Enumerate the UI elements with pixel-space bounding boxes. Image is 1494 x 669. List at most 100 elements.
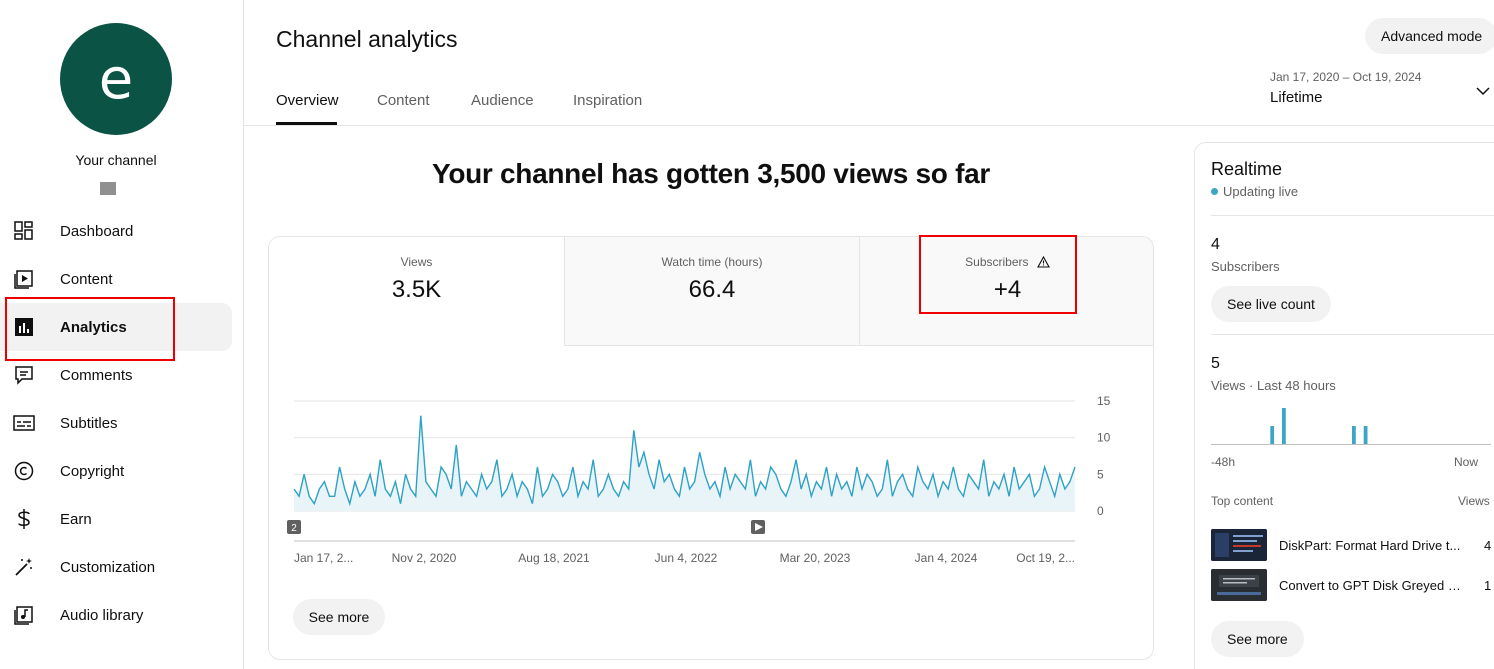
y-tick-label: 10 (1097, 431, 1111, 445)
metric-label: Subscribers (860, 255, 1153, 271)
avatar-letter: e (98, 46, 134, 112)
sidebar-item-label: Comments (60, 366, 133, 384)
realtime-views-label: Views · Last 48 hours (1211, 378, 1336, 393)
sidebar-item-dashboard[interactable]: Dashboard (0, 207, 232, 255)
tab-inspiration[interactable]: Inspiration (573, 92, 643, 109)
metric-label: Watch time (hours) (661, 255, 763, 269)
play-icon (755, 523, 763, 531)
sidebar-item-subtitles[interactable]: Subtitles (0, 399, 232, 447)
realtime-card: Realtime Updating live 4 Subscribers See… (1194, 142, 1494, 669)
top-content-label: Top content (1211, 494, 1274, 508)
active-tab-indicator (276, 122, 337, 125)
realtime-title: Realtime (1211, 159, 1283, 179)
updating-live-indicator: Updating live (1211, 184, 1298, 199)
sidebar-item-label: Earn (60, 510, 92, 528)
page-title: Channel analytics (276, 26, 458, 52)
realtime-subscribers-label: Subscribers (1211, 259, 1280, 274)
sidebar-item-earn[interactable]: Earn (0, 495, 232, 543)
tab-audience[interactable]: Audience (471, 92, 534, 109)
sidebar-item-analytics[interactable]: Analytics (0, 303, 232, 351)
earn-icon (13, 508, 35, 530)
video-views: 1 (1484, 578, 1492, 593)
divider (1211, 334, 1494, 335)
realtime-bar (1282, 408, 1286, 444)
sidebar-item-content[interactable]: Content (0, 255, 232, 303)
x-tick-label: Aug 18, 2021 (518, 551, 590, 565)
y-tick-label: 15 (1097, 394, 1111, 408)
video-thumbnail (1211, 529, 1267, 561)
customization-icon (13, 556, 35, 578)
views-headline: Your channel has gotten 3,500 views so f… (432, 158, 990, 189)
metric-value: +4 (993, 276, 1022, 303)
metric-label: Views (400, 255, 433, 269)
overview-card: Views 3.5K Watch time (hours) 66.4 Subsc… (268, 236, 1154, 660)
top-content-row[interactable]: Convert to GPT Disk Greyed O... 1 (1211, 569, 1494, 601)
y-tick-label: 0 (1097, 504, 1104, 518)
y-tick-label: 5 (1097, 467, 1104, 481)
subtitles-icon (13, 412, 35, 434)
chevron-down-icon[interactable] (1476, 84, 1490, 102)
comments-icon (13, 364, 35, 386)
channel-avatar[interactable]: e (60, 23, 172, 135)
sidebar-item-label: Dashboard (60, 222, 134, 240)
sidebar-item-copyright[interactable]: Copyright (0, 447, 232, 495)
sidebar-item-comments[interactable]: Comments (0, 351, 232, 399)
series-area (294, 415, 1075, 511)
content-icon (13, 268, 35, 290)
sidebar: e Your channel Dashboard Content Analyti… (0, 0, 244, 669)
sidebar-item-label: Copyright (60, 462, 125, 480)
metric-tab-watch-time[interactable]: Watch time (hours) 66.4 (564, 237, 859, 346)
annotation-marker (287, 520, 301, 534)
sidebar-item-label: Content (60, 270, 113, 288)
realtime-subscribers-value: 4 (1211, 236, 1220, 253)
tab-content[interactable]: Content (377, 92, 430, 109)
views-line-chart: 0 5 10 15 2 Jan 17, 2... Nov 2, 2020 Aug 18, 20… (287, 394, 1111, 565)
x-tick-label: Oct 19, 2... (1016, 551, 1075, 565)
realtime-axis-start: -48h (1211, 455, 1236, 469)
live-dot-icon (1211, 188, 1218, 195)
metric-tab-views[interactable]: Views 3.5K (269, 237, 564, 346)
video-title: DiskPart: Format Hard Drive t... (1279, 538, 1461, 553)
realtime-bar (1270, 426, 1275, 444)
realtime-views-value: 5 (1211, 355, 1220, 372)
realtime-bar (1352, 426, 1356, 444)
x-tick-label: Jan 17, 2... (294, 551, 353, 565)
divider (1211, 215, 1494, 216)
see-live-count-button[interactable]: See live count (1211, 286, 1331, 322)
views-column-label: Views (1458, 494, 1490, 508)
metric-tab-subscribers[interactable]: Subscribers +4 (859, 237, 1153, 346)
video-views: 4 (1484, 538, 1492, 553)
x-tick-label: Mar 20, 2023 (780, 551, 851, 565)
sidebar-item-customization[interactable]: Customization (0, 543, 232, 591)
channel-handle-placeholder (100, 182, 116, 195)
top-content-row[interactable]: DiskPart: Format Hard Drive t... 4 (1211, 529, 1494, 561)
x-tick-label: Nov 2, 2020 (392, 551, 457, 565)
tab-overview[interactable]: Overview (276, 92, 339, 109)
see-more-top-content-button[interactable]: See more (1211, 621, 1304, 657)
x-tick-label: Jun 4, 2022 (655, 551, 718, 565)
video-title: Convert to GPT Disk Greyed O... (1279, 578, 1461, 593)
realtime-axis-end: Now (1454, 455, 1479, 469)
realtime-bar (1363, 426, 1368, 444)
sidebar-item-label: Customization (60, 558, 156, 576)
metric-value: 66.4 (688, 276, 736, 303)
sidebar-item-label: Analytics (60, 318, 127, 336)
date-range-label[interactable]: Jan 17, 2020 – Oct 19, 2024 (1270, 70, 1422, 84)
metric-value: 3.5K (391, 276, 442, 303)
date-preset-label[interactable]: Lifetime (1270, 89, 1323, 106)
advanced-mode-button[interactable]: Advanced mode (1365, 18, 1494, 54)
annotation-label: 2 (291, 523, 297, 534)
x-tick-label: Jan 4, 2024 (915, 551, 978, 565)
audio-library-icon (13, 604, 35, 626)
sidebar-item-audio-library[interactable]: Audio library (0, 591, 232, 639)
series-line (293, 415, 1076, 507)
sidebar-item-label: Subtitles (60, 414, 118, 432)
see-more-button[interactable]: See more (293, 599, 385, 635)
header-divider (244, 125, 1494, 126)
video-thumbnail (1211, 569, 1267, 601)
updating-live-label: Updating live (1223, 184, 1299, 199)
realtime-views-bar-chart (1211, 408, 1491, 445)
copyright-icon (13, 460, 35, 482)
metric-label-text: Subscribers (965, 255, 1029, 269)
sidebar-item-label: Audio library (60, 606, 144, 624)
